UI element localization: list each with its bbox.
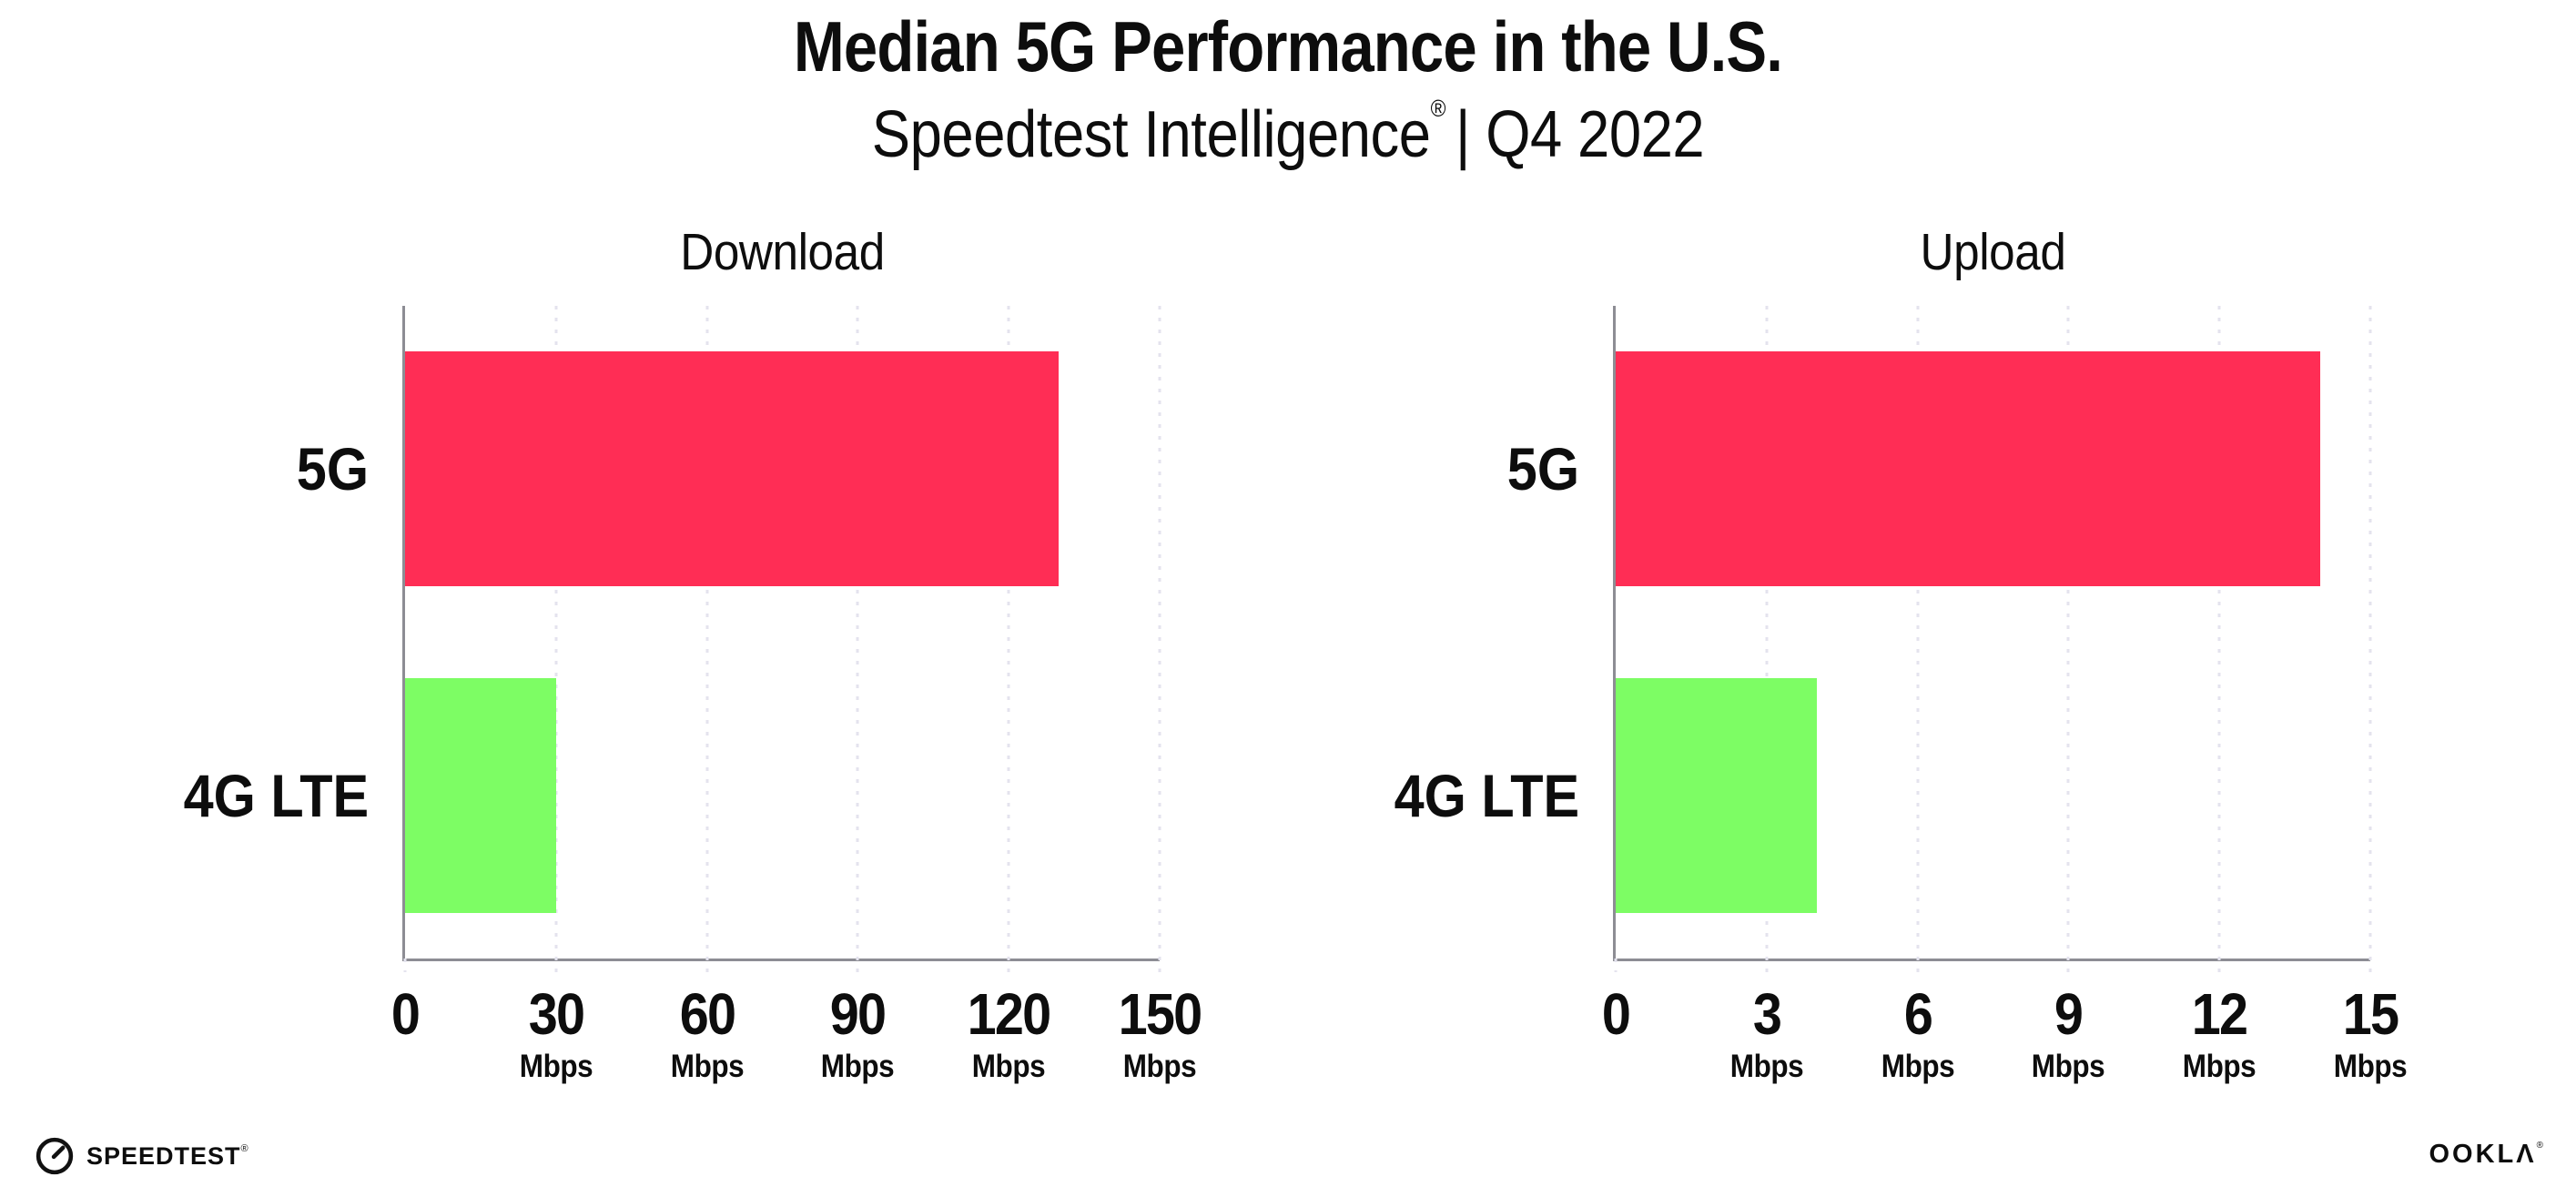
x-tick-unit: Mbps	[2182, 1049, 2257, 1084]
gridline-9	[2066, 306, 2070, 972]
x-tick-value: 3	[1752, 981, 1782, 1047]
gridline-30	[554, 306, 558, 972]
x-tick-unit: Mbps	[1122, 1049, 1197, 1084]
x-tick-label-15-upload: 15 Mbps	[2333, 981, 2408, 1084]
x-tick-value: 90	[830, 981, 887, 1047]
x-tick-unit: Mbps	[1729, 1049, 1804, 1084]
x-tick-value: 9	[2054, 981, 2084, 1047]
category-label-4g-lte-upload: 4G LTE	[1394, 761, 1579, 829]
gridline-60	[705, 306, 709, 972]
x-tick-label-0-download: 0	[390, 981, 421, 1047]
x-tick-value: 0	[1601, 981, 1631, 1047]
ookla-logo: OOKLΛ®	[2429, 1140, 2544, 1170]
category-label-5g-upload: 5G	[1506, 435, 1579, 503]
x-tick-unit: Mbps	[2333, 1049, 2408, 1084]
bar-4g-lte-download	[405, 677, 556, 913]
gridline-120	[1007, 306, 1010, 972]
x-tick-value: 15	[2342, 981, 2399, 1047]
x-tick-label-150-download: 150 Mbps	[1118, 981, 1202, 1084]
gridline-6	[1916, 306, 1920, 972]
x-tick-label-3-upload: 3 Mbps	[1729, 981, 1804, 1084]
x-tick-unit: Mbps	[670, 1049, 744, 1084]
x-tick-value: 30	[528, 981, 585, 1047]
x-tick-label-30-download: 30 Mbps	[519, 981, 593, 1084]
category-label-4g-lte-download: 4G LTE	[183, 761, 369, 829]
x-tick-unit: Mbps	[821, 1049, 895, 1084]
tick-stub-0	[1614, 959, 1618, 972]
x-tick-label-120-download: 120 Mbps	[967, 981, 1051, 1084]
x-tick-label-12-upload: 12 Mbps	[2182, 981, 2257, 1084]
page-title: Median 5G Performance in the U.S.	[793, 6, 1783, 86]
x-tick-unit: Mbps	[519, 1049, 593, 1084]
download-chart-title: Download	[680, 223, 885, 281]
category-label-5g-download: 5G	[296, 435, 369, 503]
x-tick-value: 6	[1903, 981, 1932, 1047]
x-tick-label-6-upload: 6 Mbps	[1881, 981, 1954, 1084]
tick-stub-0	[403, 959, 407, 972]
x-tick-value: 60	[679, 981, 735, 1047]
registered-mark-icon: ®	[1430, 95, 1446, 122]
x-tick-unit: Mbps	[971, 1049, 1046, 1084]
gridline-90	[856, 306, 859, 972]
upload-chart-title: Upload	[1920, 223, 2066, 281]
x-tick-label-9-upload: 9 Mbps	[2032, 981, 2105, 1084]
subtitle-brand: Speedtest Intelligence	[871, 98, 1431, 171]
subtitle-period: | Q4 2022	[1455, 98, 1705, 171]
bar-5g-download	[405, 351, 1060, 587]
upload-chart: Upload 0 3 Mbps 6 Mbps 9 Mbps 12 Mbps 15 Mbps 5G 4G …	[1394, 223, 2407, 1084]
x-tick-unit: Mbps	[1881, 1049, 1954, 1084]
gridline-3	[1765, 306, 1769, 972]
x-tick-label-90-download: 90 Mbps	[821, 981, 895, 1084]
gridline-150	[1158, 306, 1161, 972]
gridline-15	[2368, 306, 2372, 972]
x-tick-value: 120	[967, 981, 1051, 1047]
download-chart: Download 0 30 Mbps 60 Mbps 90 Mbps 120 Mbps 150 Mb…	[183, 223, 1202, 1084]
speedtest-gauge-icon	[35, 1137, 74, 1175]
x-tick-unit: Mbps	[2032, 1049, 2105, 1084]
x-tick-label-0-upload: 0	[1601, 981, 1631, 1047]
x-tick-value: 150	[1118, 981, 1202, 1047]
bar-5g-upload	[1616, 351, 2320, 587]
ookla-wordmark: OOKLΛ	[2429, 1140, 2537, 1169]
registered-mark-icon: ®	[240, 1142, 249, 1154]
registered-mark-icon: ®	[2536, 1141, 2543, 1151]
speedtest-logo: SPEEDTEST®	[35, 1136, 249, 1176]
x-tick-label-60-download: 60 Mbps	[670, 981, 744, 1084]
page-subtitle: Speedtest Intelligence® | Q4 2022	[155, 95, 2421, 172]
x-tick-value: 0	[390, 981, 421, 1047]
speedtest-wordmark: SPEEDTEST®	[86, 1141, 249, 1170]
bar-4g-lte-upload	[1616, 677, 1818, 913]
gridline-12	[2217, 306, 2221, 972]
x-tick-value: 12	[2191, 981, 2248, 1047]
